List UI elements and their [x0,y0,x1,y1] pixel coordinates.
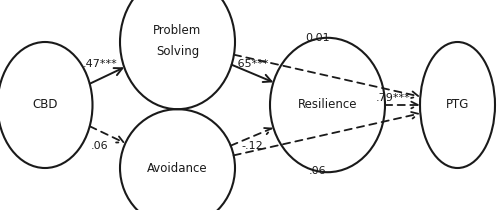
Text: .06: .06 [91,141,109,151]
Text: .47***: .47*** [82,59,118,69]
Text: Avoidance: Avoidance [147,161,208,175]
Text: .79***: .79*** [376,93,411,103]
Text: .06: .06 [308,166,326,176]
Text: PTG: PTG [446,98,469,112]
Text: .65***: .65*** [236,59,270,69]
Text: CBD: CBD [32,98,58,112]
Text: Solving: Solving [156,45,199,58]
Text: -.12: -.12 [242,141,264,151]
Text: Problem: Problem [154,24,202,37]
Text: Resilience: Resilience [298,98,357,112]
Text: 0.01: 0.01 [305,33,330,43]
